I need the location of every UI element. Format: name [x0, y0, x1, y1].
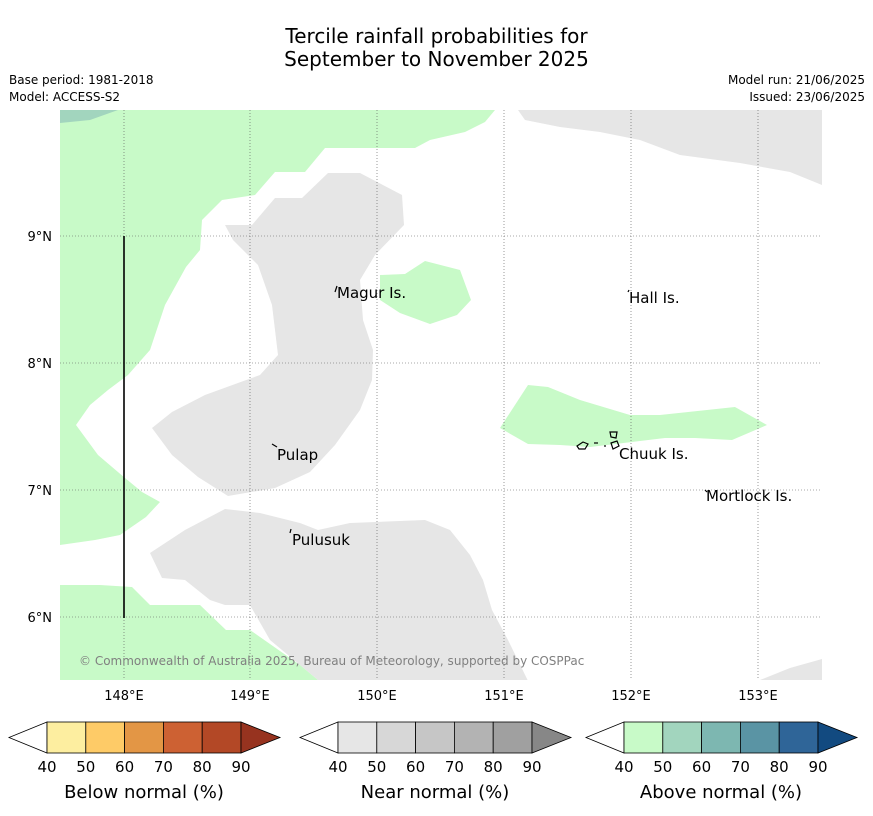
- place-label: Pulusuk: [292, 531, 350, 549]
- lat-tick-label: 8°N: [28, 357, 53, 372]
- title-line-2: September to November 2025: [284, 47, 589, 71]
- colorbar-tick-label: 50: [76, 758, 95, 776]
- map-shading: [60, 110, 822, 680]
- place-label: Hall Is.: [629, 289, 680, 307]
- island-outlines: [271, 285, 708, 534]
- colorbar: 40 50 60 70 80 90 Above normal (%): [584, 721, 859, 803]
- lon-tick-label: 152°E: [611, 689, 651, 704]
- colorbar-tick-label: 90: [231, 758, 250, 776]
- colorbar-tick-label: 80: [484, 758, 503, 776]
- colorbar-segment: [623, 721, 664, 754]
- colorbar: 40 50 60 70 80 90 Below normal (%): [7, 721, 282, 803]
- colorbar-segment: [453, 721, 494, 754]
- colorbar: 40 50 60 70 80 90 Near normal (%): [298, 721, 573, 803]
- lon-tick-label: 149°E: [230, 689, 270, 704]
- colorbars: 40 50 60 70 80 90 Below normal (%) 40 50 60 70 80 90…: [7, 721, 859, 803]
- colorbar-extend-low: [7, 721, 48, 754]
- colorbar-tick-label: 60: [406, 758, 425, 776]
- lat-tick-label: 6°N: [28, 611, 53, 626]
- place-label: Mortlock Is.: [706, 487, 792, 505]
- colorbar-tick-label: 90: [522, 758, 541, 776]
- colorbar-segment: [701, 721, 741, 754]
- colorbar-tick-label: 70: [445, 758, 464, 776]
- colorbar-extend-high: [240, 721, 282, 754]
- above-normal-region-chuuk: [500, 385, 767, 447]
- colorbar-tick-label: 60: [115, 758, 134, 776]
- model-run: Model run: 21/06/2025: [727, 73, 865, 87]
- copyright-notice: © Commonwealth of Australia 2025, Bureau…: [79, 654, 584, 668]
- colorbar-segment: [492, 721, 533, 754]
- colorbar-segment: [778, 721, 819, 754]
- colorbar-tick-label: 40: [37, 758, 56, 776]
- near-normal-region-north-east: [518, 110, 822, 185]
- place-label: Magur Is.: [337, 284, 406, 302]
- place-label: Chuuk Is.: [619, 445, 688, 463]
- colorbar-extend-high: [531, 721, 573, 754]
- near-normal-region-south: [150, 509, 528, 680]
- colorbar-segment: [376, 721, 416, 754]
- colorbar-tick-label: 80: [770, 758, 789, 776]
- colorbar-tick-label: 90: [808, 758, 827, 776]
- lon-tick-label: 148°E: [104, 689, 144, 704]
- near-normal-region-central: [152, 173, 404, 496]
- colorbar-segment: [662, 721, 702, 754]
- near-normal-region-south-east: [760, 659, 822, 680]
- colorbar-tick-label: 50: [653, 758, 672, 776]
- colorbar-extend-low: [584, 721, 625, 754]
- colorbar-tick-label: 40: [328, 758, 347, 776]
- colorbar-segment: [415, 721, 455, 754]
- issued-date: Issued: 23/06/2025: [749, 90, 865, 104]
- lon-tick-label: 153°E: [738, 689, 778, 704]
- title-line-1: Tercile rainfall probabilities for: [285, 24, 588, 48]
- colorbar-tick-label: 40: [614, 758, 633, 776]
- model-name: Model: ACCESS-S2: [9, 90, 121, 104]
- above-normal-50-corner: [60, 110, 118, 123]
- colorbar-extend-low: [298, 721, 339, 754]
- above-normal-region-west: [60, 110, 495, 545]
- colorbar-segment: [46, 721, 87, 754]
- colorbar-tick-label: 60: [692, 758, 711, 776]
- colorbar-label: Above normal (%): [640, 782, 802, 803]
- colorbar-segment: [162, 721, 203, 754]
- colorbar-tick-label: 50: [367, 758, 386, 776]
- lat-tick-label: 7°N: [28, 484, 53, 499]
- colorbar-segment: [85, 721, 126, 754]
- colorbar-segment: [201, 721, 242, 754]
- lat-tick-label: 9°N: [28, 230, 53, 245]
- colorbar-extend-high: [817, 721, 859, 754]
- lon-tick-label: 151°E: [484, 689, 524, 704]
- colorbar-segment: [124, 721, 164, 754]
- place-labels: Magur Is. Hall Is. Pulap Chuuk Is. Mortlock …: [277, 284, 792, 549]
- colorbar-tick-label: 70: [154, 758, 173, 776]
- base-period: Base period: 1981-2018: [9, 73, 154, 87]
- colorbar-label: Near normal (%): [361, 782, 510, 803]
- colorbar-segment: [740, 721, 780, 754]
- colorbar-label: Below normal (%): [64, 782, 224, 803]
- colorbar-tick-label: 80: [193, 758, 212, 776]
- place-label: Pulap: [277, 446, 318, 464]
- colorbar-segment: [337, 721, 378, 754]
- above-normal-region-magur: [380, 261, 471, 324]
- lon-tick-label: 150°E: [357, 689, 397, 704]
- colorbar-tick-label: 70: [731, 758, 750, 776]
- graticule: 148°E 149°E 150°E 151°E 152°E 153°E 9°N 8°N 7°N 6…: [28, 110, 822, 704]
